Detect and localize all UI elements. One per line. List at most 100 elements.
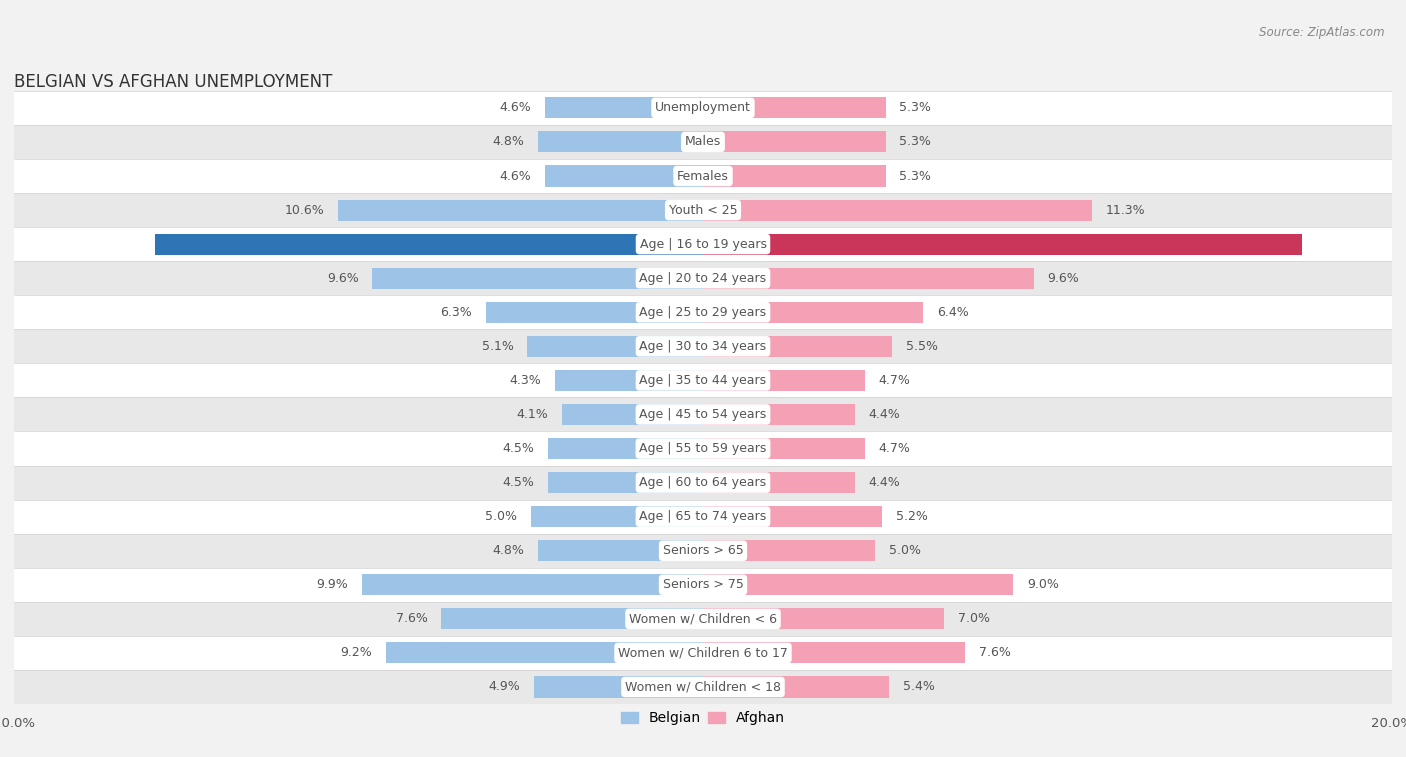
- Text: 4.4%: 4.4%: [869, 476, 900, 489]
- Text: Age | 35 to 44 years: Age | 35 to 44 years: [640, 374, 766, 387]
- Bar: [703, 166, 886, 186]
- Bar: [337, 200, 703, 220]
- Bar: [555, 370, 703, 391]
- Text: Males: Males: [685, 136, 721, 148]
- Bar: [14, 227, 1392, 261]
- Bar: [14, 125, 1392, 159]
- Text: Seniors > 65: Seniors > 65: [662, 544, 744, 557]
- Bar: [14, 363, 1392, 397]
- Text: 5.3%: 5.3%: [900, 136, 931, 148]
- Text: Age | 55 to 59 years: Age | 55 to 59 years: [640, 442, 766, 455]
- Text: Age | 45 to 54 years: Age | 45 to 54 years: [640, 408, 766, 421]
- Bar: [703, 677, 889, 697]
- Text: Age | 16 to 19 years: Age | 16 to 19 years: [640, 238, 766, 251]
- Bar: [537, 540, 703, 561]
- Bar: [14, 568, 1392, 602]
- Bar: [14, 636, 1392, 670]
- Text: Seniors > 75: Seniors > 75: [662, 578, 744, 591]
- Text: Youth < 25: Youth < 25: [669, 204, 737, 217]
- Bar: [703, 336, 893, 357]
- Text: 9.9%: 9.9%: [316, 578, 349, 591]
- Text: 4.5%: 4.5%: [502, 442, 534, 455]
- Text: 5.0%: 5.0%: [889, 544, 921, 557]
- Bar: [703, 370, 865, 391]
- Text: 4.4%: 4.4%: [869, 408, 900, 421]
- Text: 4.7%: 4.7%: [879, 374, 911, 387]
- Text: 4.9%: 4.9%: [489, 681, 520, 693]
- Bar: [527, 336, 703, 357]
- Text: 10.6%: 10.6%: [284, 204, 323, 217]
- Bar: [441, 609, 703, 629]
- Text: Women w/ Children < 6: Women w/ Children < 6: [628, 612, 778, 625]
- Text: 7.6%: 7.6%: [395, 612, 427, 625]
- Bar: [373, 268, 703, 288]
- Text: Unemployment: Unemployment: [655, 101, 751, 114]
- Bar: [387, 643, 703, 663]
- Text: 9.6%: 9.6%: [1047, 272, 1080, 285]
- Text: BELGIAN VS AFGHAN UNEMPLOYMENT: BELGIAN VS AFGHAN UNEMPLOYMENT: [14, 73, 332, 91]
- Text: 4.5%: 4.5%: [502, 476, 534, 489]
- Bar: [361, 575, 703, 595]
- Bar: [703, 506, 882, 527]
- Legend: Belgian, Afghan: Belgian, Afghan: [616, 706, 790, 731]
- Bar: [531, 506, 703, 527]
- Text: 5.2%: 5.2%: [896, 510, 928, 523]
- Text: Source: ZipAtlas.com: Source: ZipAtlas.com: [1260, 26, 1385, 39]
- Text: 7.6%: 7.6%: [979, 646, 1011, 659]
- Text: Age | 30 to 34 years: Age | 30 to 34 years: [640, 340, 766, 353]
- Text: Women w/ Children < 18: Women w/ Children < 18: [626, 681, 780, 693]
- Text: 5.0%: 5.0%: [485, 510, 517, 523]
- Bar: [703, 132, 886, 152]
- Text: Women w/ Children 6 to 17: Women w/ Children 6 to 17: [619, 646, 787, 659]
- Bar: [703, 234, 1302, 254]
- Text: 4.7%: 4.7%: [879, 442, 911, 455]
- Bar: [155, 234, 703, 254]
- Bar: [703, 575, 1012, 595]
- Bar: [703, 302, 924, 322]
- Text: 9.2%: 9.2%: [340, 646, 373, 659]
- Text: 5.4%: 5.4%: [903, 681, 935, 693]
- Text: 4.8%: 4.8%: [492, 544, 524, 557]
- Text: Age | 65 to 74 years: Age | 65 to 74 years: [640, 510, 766, 523]
- Text: 5.3%: 5.3%: [900, 101, 931, 114]
- Bar: [703, 200, 1092, 220]
- Bar: [14, 329, 1392, 363]
- Bar: [703, 472, 855, 493]
- Text: Age | 20 to 24 years: Age | 20 to 24 years: [640, 272, 766, 285]
- Text: 5.3%: 5.3%: [900, 170, 931, 182]
- Text: Age | 25 to 29 years: Age | 25 to 29 years: [640, 306, 766, 319]
- Text: 4.3%: 4.3%: [509, 374, 541, 387]
- Text: 4.6%: 4.6%: [499, 101, 531, 114]
- Text: 11.3%: 11.3%: [1107, 204, 1146, 217]
- Bar: [14, 466, 1392, 500]
- Bar: [14, 500, 1392, 534]
- Text: 6.3%: 6.3%: [440, 306, 472, 319]
- Text: 9.0%: 9.0%: [1026, 578, 1059, 591]
- Bar: [14, 534, 1392, 568]
- Text: 9.6%: 9.6%: [326, 272, 359, 285]
- Bar: [544, 166, 703, 186]
- Text: Age | 60 to 64 years: Age | 60 to 64 years: [640, 476, 766, 489]
- Bar: [703, 404, 855, 425]
- Bar: [14, 295, 1392, 329]
- Bar: [703, 268, 1033, 288]
- Text: 5.5%: 5.5%: [907, 340, 938, 353]
- Bar: [14, 397, 1392, 431]
- Text: 5.1%: 5.1%: [482, 340, 513, 353]
- Bar: [548, 472, 703, 493]
- Text: 4.6%: 4.6%: [499, 170, 531, 182]
- Text: 15.9%: 15.9%: [101, 238, 142, 251]
- Bar: [703, 438, 865, 459]
- Text: 6.4%: 6.4%: [938, 306, 969, 319]
- Bar: [14, 91, 1392, 125]
- Bar: [14, 602, 1392, 636]
- Bar: [534, 677, 703, 697]
- Bar: [703, 540, 875, 561]
- Bar: [14, 431, 1392, 466]
- Bar: [562, 404, 703, 425]
- Bar: [14, 159, 1392, 193]
- Bar: [14, 193, 1392, 227]
- Text: 17.4%: 17.4%: [1316, 238, 1355, 251]
- Text: 4.8%: 4.8%: [492, 136, 524, 148]
- Bar: [703, 609, 945, 629]
